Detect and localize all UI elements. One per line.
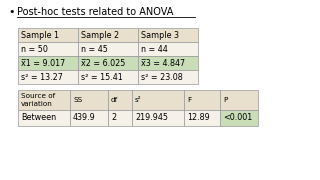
Text: s²: s² bbox=[135, 97, 142, 103]
Bar bbox=[18, 110, 70, 126]
Bar bbox=[18, 42, 78, 56]
Bar bbox=[78, 42, 138, 56]
Text: 12.89: 12.89 bbox=[187, 114, 210, 123]
Text: n = 44: n = 44 bbox=[141, 44, 168, 53]
Text: Sample 1: Sample 1 bbox=[21, 30, 59, 39]
Bar bbox=[108, 90, 132, 110]
Text: <0.001: <0.001 bbox=[223, 114, 252, 123]
Text: Source of
variation: Source of variation bbox=[21, 93, 55, 107]
Text: 439.9: 439.9 bbox=[73, 114, 96, 123]
Bar bbox=[18, 28, 78, 42]
Bar bbox=[132, 90, 184, 110]
Bar bbox=[70, 110, 108, 126]
Text: P: P bbox=[223, 97, 228, 103]
Text: x̅2 = 6.025: x̅2 = 6.025 bbox=[81, 58, 125, 68]
Bar bbox=[184, 110, 220, 126]
Text: x̅3 = 4.847: x̅3 = 4.847 bbox=[141, 58, 185, 68]
Bar bbox=[70, 90, 108, 110]
Bar bbox=[138, 56, 198, 70]
Text: Post-hoc tests related to ANOVA: Post-hoc tests related to ANOVA bbox=[17, 7, 173, 17]
Text: •: • bbox=[8, 7, 14, 17]
Text: n = 45: n = 45 bbox=[81, 44, 108, 53]
Text: s² = 23.08: s² = 23.08 bbox=[141, 73, 183, 82]
Text: 2: 2 bbox=[111, 114, 116, 123]
Text: 219.945: 219.945 bbox=[135, 114, 168, 123]
Text: df: df bbox=[111, 97, 118, 103]
Bar bbox=[18, 70, 78, 84]
Bar bbox=[184, 90, 220, 110]
Bar bbox=[132, 110, 184, 126]
Text: SS: SS bbox=[73, 97, 82, 103]
Text: Sample 3: Sample 3 bbox=[141, 30, 179, 39]
Text: Between: Between bbox=[21, 114, 56, 123]
Bar bbox=[138, 42, 198, 56]
Text: s² = 15.41: s² = 15.41 bbox=[81, 73, 123, 82]
Bar bbox=[78, 70, 138, 84]
Bar bbox=[78, 56, 138, 70]
Bar bbox=[220, 110, 258, 126]
Bar bbox=[78, 28, 138, 42]
Text: x̅1 = 9.017: x̅1 = 9.017 bbox=[21, 58, 65, 68]
Text: s² = 13.27: s² = 13.27 bbox=[21, 73, 63, 82]
Text: n = 50: n = 50 bbox=[21, 44, 48, 53]
Bar bbox=[18, 56, 78, 70]
Bar bbox=[108, 110, 132, 126]
Text: F: F bbox=[187, 97, 191, 103]
Bar bbox=[220, 90, 258, 110]
Bar bbox=[138, 28, 198, 42]
Bar bbox=[18, 90, 70, 110]
Text: Sample 2: Sample 2 bbox=[81, 30, 119, 39]
Bar bbox=[138, 70, 198, 84]
